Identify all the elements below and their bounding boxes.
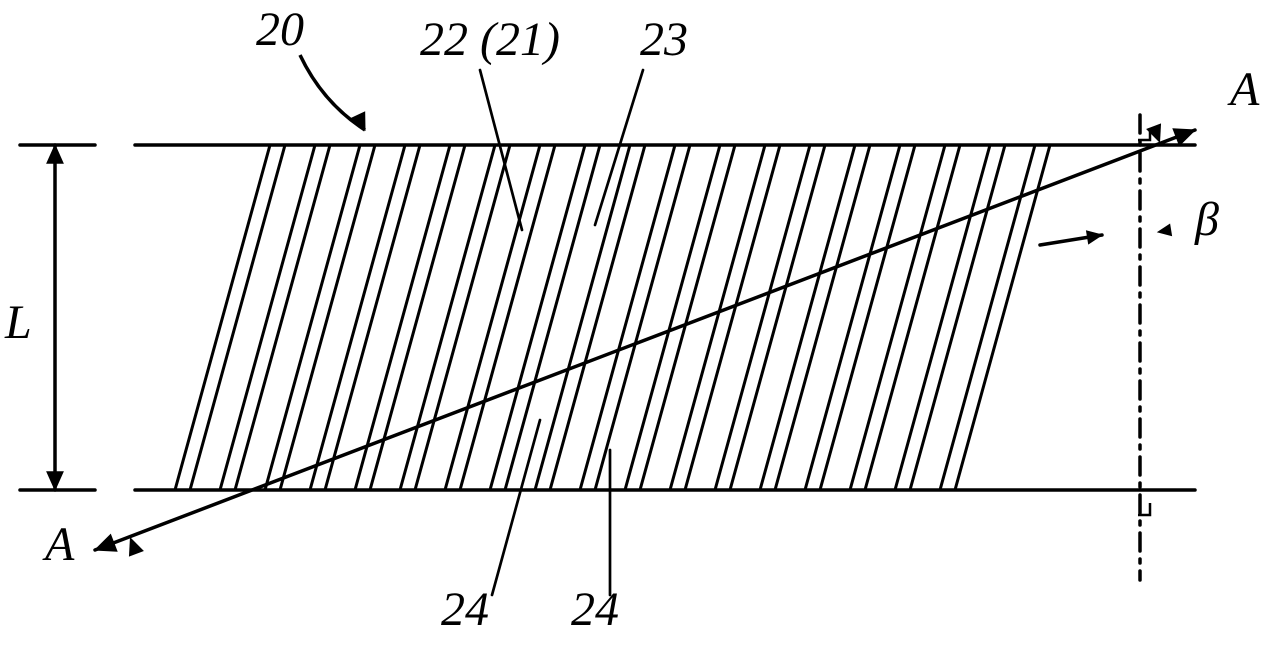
leader-23 [595, 70, 643, 225]
leader-22-21 [480, 70, 522, 230]
ref-24-left-label: 24 [441, 583, 489, 636]
ref-22-21-label: 22 (21) [420, 13, 560, 66]
hatch-line [415, 145, 510, 490]
hatch-line [850, 145, 945, 490]
hatch-line [865, 145, 960, 490]
hatch-line [235, 145, 330, 490]
hatch-line [760, 145, 855, 490]
hatch-line [535, 145, 630, 490]
hatch-line [550, 145, 645, 490]
dim-l-label: L [4, 296, 32, 349]
hatch-line [175, 145, 270, 490]
hatch-line [280, 145, 375, 490]
hatch-line [805, 145, 900, 490]
hatch-line [955, 145, 1050, 490]
hatch-line [460, 145, 555, 490]
ref-24-right-label: 24 [571, 583, 619, 636]
hatch-line [730, 145, 825, 490]
section-a-label-bottom: A [42, 518, 75, 571]
hatch-line [400, 145, 495, 490]
hatch-line [820, 145, 915, 490]
hatch-line [490, 145, 585, 490]
technical-diagram: L A Aβ 20 22 (21) 23 24 24 [0, 0, 1281, 647]
hatch-line [505, 145, 600, 490]
hatch-line [715, 145, 810, 490]
hatch-line [595, 145, 690, 490]
hatch-line [190, 145, 285, 490]
hatch-line [670, 145, 765, 490]
beta-label: β [1194, 193, 1219, 246]
hatch-line [895, 145, 990, 490]
hatch-line [775, 145, 870, 490]
hatch-line [445, 145, 540, 490]
hatch-line [265, 145, 360, 490]
hatch-line [640, 145, 735, 490]
section-a-label-top: A [1227, 63, 1260, 116]
hatch-line [325, 145, 420, 490]
hatch-line [580, 145, 675, 490]
ref-20-label: 20 [256, 3, 304, 56]
hatch-line [220, 145, 315, 490]
hatch-line [355, 145, 450, 490]
hatch-line [910, 145, 1005, 490]
ref-23-label: 23 [640, 13, 688, 66]
